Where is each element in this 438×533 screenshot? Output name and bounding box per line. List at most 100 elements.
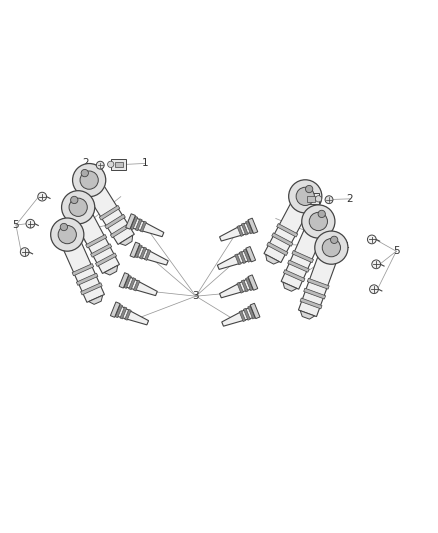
Circle shape [367, 235, 376, 244]
Text: 2: 2 [346, 194, 353, 204]
Polygon shape [246, 246, 256, 262]
Polygon shape [115, 305, 148, 325]
Polygon shape [241, 223, 248, 235]
Polygon shape [267, 242, 288, 255]
Circle shape [289, 180, 322, 213]
Circle shape [38, 192, 46, 201]
Circle shape [372, 260, 381, 269]
Circle shape [108, 161, 114, 167]
Bar [307, 196, 314, 201]
Circle shape [318, 210, 325, 217]
Circle shape [71, 196, 78, 204]
Polygon shape [91, 244, 112, 257]
Polygon shape [125, 309, 131, 320]
Polygon shape [119, 273, 129, 288]
Bar [303, 193, 318, 204]
Polygon shape [140, 221, 146, 232]
Polygon shape [124, 276, 157, 296]
Polygon shape [104, 265, 118, 275]
Circle shape [58, 225, 76, 244]
Polygon shape [99, 205, 120, 220]
Polygon shape [288, 260, 309, 272]
Polygon shape [70, 203, 120, 273]
Polygon shape [145, 249, 151, 261]
Polygon shape [237, 225, 244, 237]
Polygon shape [272, 233, 293, 246]
Polygon shape [300, 311, 314, 319]
Circle shape [331, 236, 338, 244]
Polygon shape [283, 282, 297, 291]
Polygon shape [76, 273, 98, 285]
Polygon shape [241, 280, 248, 292]
Polygon shape [277, 223, 298, 237]
Circle shape [305, 185, 313, 193]
Polygon shape [237, 282, 244, 293]
Polygon shape [217, 250, 251, 269]
Text: 2: 2 [82, 158, 89, 168]
Polygon shape [110, 223, 131, 238]
Polygon shape [134, 280, 140, 291]
Polygon shape [120, 235, 133, 246]
Polygon shape [124, 275, 131, 288]
Polygon shape [105, 214, 125, 229]
Circle shape [296, 187, 314, 206]
Text: 5: 5 [13, 220, 19, 230]
Polygon shape [135, 245, 168, 265]
Polygon shape [281, 217, 327, 289]
Polygon shape [219, 221, 253, 241]
Polygon shape [88, 295, 102, 304]
Polygon shape [239, 252, 246, 263]
Polygon shape [140, 247, 147, 259]
Circle shape [315, 231, 348, 264]
Circle shape [81, 169, 88, 177]
Polygon shape [298, 244, 340, 317]
Polygon shape [248, 218, 258, 233]
Polygon shape [239, 311, 246, 321]
Circle shape [60, 223, 67, 231]
Circle shape [315, 196, 321, 202]
Polygon shape [135, 245, 142, 258]
Circle shape [96, 161, 104, 169]
Polygon shape [126, 214, 135, 229]
Circle shape [309, 212, 328, 231]
Polygon shape [86, 235, 107, 248]
Polygon shape [115, 304, 123, 318]
Text: 1: 1 [288, 192, 294, 203]
Circle shape [322, 239, 340, 257]
Polygon shape [81, 175, 134, 245]
Polygon shape [246, 221, 253, 234]
Polygon shape [264, 192, 314, 263]
Circle shape [51, 218, 84, 251]
Polygon shape [235, 254, 241, 265]
Circle shape [26, 220, 35, 228]
Text: 1: 1 [141, 158, 148, 168]
Text: 5: 5 [393, 246, 399, 256]
Polygon shape [292, 251, 314, 263]
Circle shape [370, 285, 378, 294]
Polygon shape [120, 307, 127, 319]
Polygon shape [129, 278, 136, 290]
Polygon shape [130, 242, 140, 257]
Polygon shape [250, 303, 260, 319]
Polygon shape [135, 219, 142, 231]
Polygon shape [110, 302, 120, 317]
Circle shape [80, 171, 98, 189]
Polygon shape [59, 231, 104, 302]
Text: 3: 3 [193, 291, 199, 301]
Text: 4: 4 [74, 227, 81, 237]
Polygon shape [266, 254, 279, 264]
Bar [111, 159, 127, 170]
Polygon shape [131, 217, 164, 237]
Polygon shape [244, 249, 251, 262]
Polygon shape [246, 277, 253, 290]
Bar [115, 161, 123, 167]
Polygon shape [244, 308, 251, 320]
Polygon shape [283, 270, 305, 282]
Polygon shape [222, 306, 255, 326]
Polygon shape [81, 282, 102, 295]
Polygon shape [219, 278, 253, 298]
Polygon shape [304, 288, 325, 299]
Polygon shape [248, 275, 258, 290]
Circle shape [69, 198, 87, 216]
Circle shape [62, 191, 95, 224]
